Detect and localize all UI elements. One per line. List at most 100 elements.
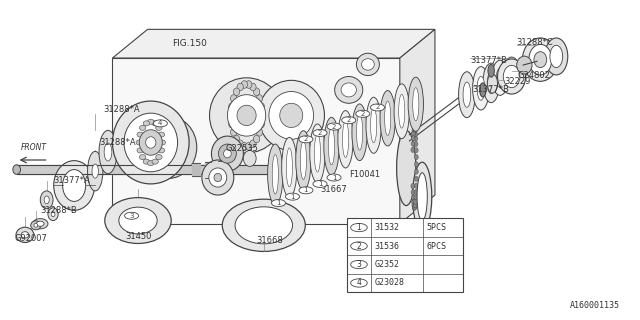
Ellipse shape bbox=[413, 132, 417, 137]
Ellipse shape bbox=[413, 199, 417, 204]
Text: 3: 3 bbox=[356, 260, 362, 269]
Ellipse shape bbox=[36, 221, 44, 226]
Ellipse shape bbox=[209, 168, 227, 187]
Ellipse shape bbox=[415, 169, 419, 174]
Ellipse shape bbox=[503, 65, 520, 88]
Ellipse shape bbox=[143, 121, 150, 126]
Ellipse shape bbox=[88, 151, 103, 191]
Text: G23028: G23028 bbox=[374, 278, 404, 287]
Text: 1: 1 bbox=[332, 174, 336, 180]
Ellipse shape bbox=[463, 82, 470, 107]
Ellipse shape bbox=[156, 125, 162, 130]
Text: 1: 1 bbox=[317, 181, 323, 187]
Ellipse shape bbox=[243, 150, 256, 166]
Text: FRONT: FRONT bbox=[21, 143, 47, 152]
Text: 3: 3 bbox=[129, 213, 134, 219]
Circle shape bbox=[154, 120, 168, 127]
Ellipse shape bbox=[497, 59, 525, 94]
Ellipse shape bbox=[258, 120, 264, 128]
Ellipse shape bbox=[148, 161, 154, 166]
Circle shape bbox=[299, 187, 313, 194]
Ellipse shape bbox=[488, 64, 494, 77]
Ellipse shape bbox=[228, 112, 234, 119]
Text: G92007: G92007 bbox=[15, 234, 47, 243]
Circle shape bbox=[371, 104, 385, 111]
Ellipse shape bbox=[140, 130, 163, 155]
Ellipse shape bbox=[459, 72, 475, 118]
Ellipse shape bbox=[268, 144, 283, 204]
Text: 31288*C: 31288*C bbox=[516, 38, 554, 47]
Ellipse shape bbox=[13, 165, 20, 174]
Ellipse shape bbox=[152, 121, 158, 126]
Ellipse shape bbox=[366, 97, 381, 153]
Ellipse shape bbox=[356, 53, 380, 76]
Polygon shape bbox=[113, 58, 400, 224]
Circle shape bbox=[313, 180, 327, 188]
Text: 2: 2 bbox=[360, 111, 365, 117]
Ellipse shape bbox=[140, 155, 146, 160]
Ellipse shape bbox=[16, 227, 34, 243]
Text: 5PCS: 5PCS bbox=[426, 223, 446, 232]
Ellipse shape bbox=[362, 59, 374, 70]
Text: G22535: G22535 bbox=[225, 144, 259, 153]
Ellipse shape bbox=[496, 68, 504, 87]
Ellipse shape bbox=[371, 108, 377, 143]
Ellipse shape bbox=[209, 78, 284, 153]
Ellipse shape bbox=[241, 81, 248, 88]
Ellipse shape bbox=[414, 141, 418, 147]
Ellipse shape bbox=[159, 140, 166, 145]
Ellipse shape bbox=[158, 148, 164, 153]
Ellipse shape bbox=[338, 111, 353, 168]
Text: A160001135: A160001135 bbox=[570, 301, 620, 310]
Ellipse shape bbox=[119, 207, 157, 234]
Circle shape bbox=[351, 260, 367, 269]
Polygon shape bbox=[400, 29, 435, 224]
Text: 32229: 32229 bbox=[504, 77, 531, 86]
Ellipse shape bbox=[104, 143, 112, 161]
Ellipse shape bbox=[413, 204, 417, 210]
Ellipse shape bbox=[140, 116, 196, 179]
Ellipse shape bbox=[228, 120, 235, 128]
Text: 31450: 31450 bbox=[125, 232, 152, 241]
Ellipse shape bbox=[250, 140, 256, 148]
Circle shape bbox=[356, 110, 370, 117]
Ellipse shape bbox=[211, 136, 243, 171]
Ellipse shape bbox=[479, 83, 486, 97]
Ellipse shape bbox=[152, 159, 158, 164]
Ellipse shape bbox=[472, 67, 489, 110]
Ellipse shape bbox=[412, 136, 415, 141]
Ellipse shape bbox=[227, 95, 266, 136]
Ellipse shape bbox=[545, 38, 568, 75]
Ellipse shape bbox=[492, 60, 508, 95]
Ellipse shape bbox=[342, 121, 349, 157]
Ellipse shape bbox=[412, 128, 416, 133]
Circle shape bbox=[342, 117, 356, 124]
Ellipse shape bbox=[222, 199, 305, 252]
Text: 31377*B: 31377*B bbox=[472, 85, 509, 94]
Ellipse shape bbox=[269, 92, 314, 139]
Ellipse shape bbox=[258, 103, 264, 110]
Ellipse shape bbox=[415, 155, 419, 160]
Text: 1: 1 bbox=[356, 223, 362, 232]
Ellipse shape bbox=[341, 83, 356, 97]
Ellipse shape bbox=[356, 115, 363, 150]
Ellipse shape bbox=[158, 132, 164, 137]
Ellipse shape bbox=[253, 88, 260, 96]
Ellipse shape bbox=[286, 148, 292, 187]
Ellipse shape bbox=[310, 124, 325, 183]
Ellipse shape bbox=[256, 95, 262, 102]
Ellipse shape bbox=[137, 148, 143, 153]
Ellipse shape bbox=[256, 128, 262, 136]
Text: 31377*B: 31377*B bbox=[470, 56, 507, 65]
Circle shape bbox=[351, 279, 367, 287]
Ellipse shape bbox=[40, 191, 53, 209]
Ellipse shape bbox=[522, 38, 558, 81]
Ellipse shape bbox=[253, 135, 260, 143]
Ellipse shape bbox=[412, 199, 415, 204]
Ellipse shape bbox=[223, 149, 231, 158]
Text: F10041: F10041 bbox=[349, 170, 380, 179]
Ellipse shape bbox=[146, 137, 156, 148]
Ellipse shape bbox=[394, 84, 410, 139]
Ellipse shape bbox=[413, 203, 417, 208]
Ellipse shape bbox=[143, 159, 150, 164]
